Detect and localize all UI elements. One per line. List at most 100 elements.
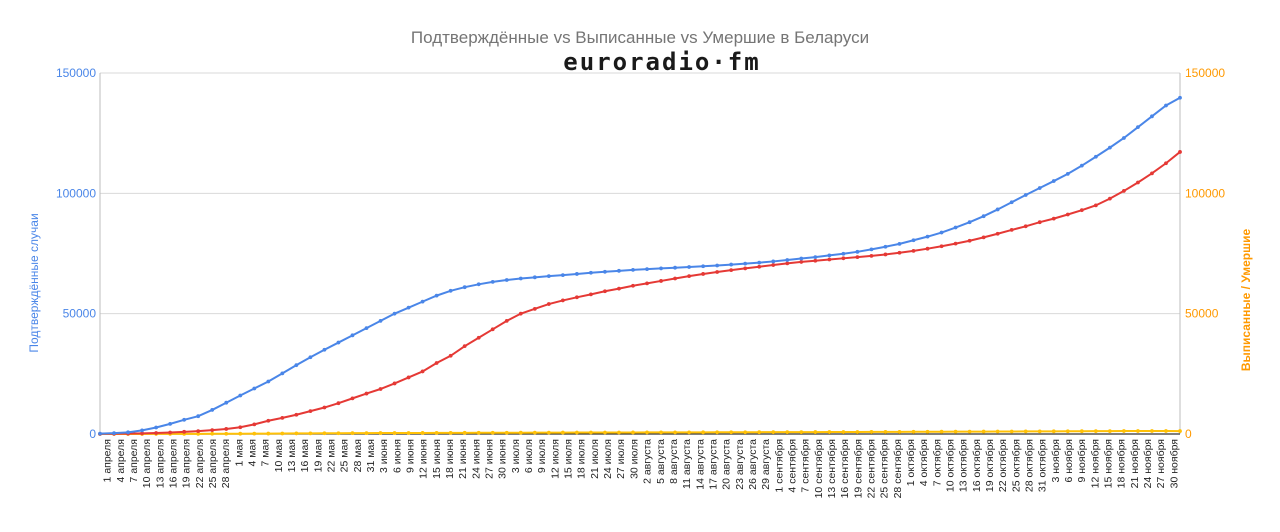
x-tick-label: 27 июня xyxy=(484,439,496,479)
data-point-deaths xyxy=(771,430,776,435)
data-point-deaths xyxy=(841,430,846,434)
data-point-recovered xyxy=(1107,196,1112,201)
data-point-confirmed xyxy=(1065,171,1070,176)
data-point-deaths xyxy=(420,431,425,435)
y-axis-right-ticks: 0 50000 100000 150000 xyxy=(1185,66,1225,441)
data-point-deaths xyxy=(603,430,607,435)
x-tick-label: 20 августа xyxy=(721,439,733,490)
data-point-deaths xyxy=(196,431,201,436)
data-point-deaths xyxy=(504,430,509,435)
data-point-deaths xyxy=(869,430,874,434)
data-point-recovered xyxy=(1122,189,1126,193)
data-point-confirmed xyxy=(939,230,944,235)
x-tick-label: 22 сентября xyxy=(866,439,878,498)
data-point-confirmed xyxy=(392,311,397,316)
data-point-recovered xyxy=(1051,216,1056,221)
data-point-recovered xyxy=(771,263,776,267)
data-point-confirmed xyxy=(967,220,972,225)
data-point-recovered xyxy=(392,381,397,386)
data-point-recovered xyxy=(981,235,986,240)
x-tick-label: 27 июля xyxy=(615,439,627,479)
data-point-recovered xyxy=(617,286,621,291)
data-point-confirmed xyxy=(182,417,187,422)
data-point-confirmed xyxy=(1093,154,1098,159)
data-point-deaths xyxy=(1051,429,1056,434)
x-tick-label: 13 апреля xyxy=(154,439,166,488)
y-left-tick-label: 150000 xyxy=(56,66,96,80)
x-tick-label: 1 сентября xyxy=(773,439,785,493)
data-point-recovered xyxy=(1037,220,1042,225)
data-point-recovered xyxy=(659,279,663,283)
data-point-confirmed xyxy=(280,371,285,376)
data-point-deaths xyxy=(813,430,818,434)
data-point-recovered xyxy=(196,429,201,434)
data-point-recovered xyxy=(729,268,734,273)
data-point-recovered xyxy=(210,428,215,433)
x-tick-label: 15 июля xyxy=(563,439,575,479)
data-point-confirmed xyxy=(1009,200,1014,205)
data-point-confirmed xyxy=(743,261,748,266)
data-point-recovered xyxy=(743,266,748,271)
data-point-deaths xyxy=(715,430,720,435)
data-point-recovered xyxy=(1023,224,1028,229)
x-tick-label: 3 июня xyxy=(378,439,390,473)
data-point-confirmed xyxy=(406,305,411,310)
series-line-deaths xyxy=(99,429,1181,435)
x-tick-label: 19 апреля xyxy=(181,439,193,488)
data-point-confirmed xyxy=(855,249,860,254)
x-tick-label: 28 мая xyxy=(352,439,364,472)
data-point-confirmed xyxy=(1150,114,1154,119)
data-point-deaths xyxy=(322,431,327,436)
data-point-recovered xyxy=(238,425,243,430)
x-tick-label: 14 августа xyxy=(694,439,706,490)
data-point-deaths xyxy=(785,430,790,435)
y-axis-right-label: Выписанные / Умершие xyxy=(1239,229,1253,372)
data-point-confirmed xyxy=(729,262,734,267)
data-point-deaths xyxy=(701,430,706,435)
data-point-recovered xyxy=(953,241,958,246)
data-point-recovered xyxy=(855,255,860,260)
x-tick-label: 3 июля xyxy=(510,439,522,473)
data-point-confirmed xyxy=(168,421,173,426)
data-point-confirmed xyxy=(532,275,537,280)
x-tick-label: 4 сентября xyxy=(787,439,799,493)
data-point-deaths xyxy=(490,430,495,435)
data-point-confirmed xyxy=(364,326,369,331)
x-tick-label: 4 октября xyxy=(918,439,930,486)
x-tick-label: 15 июня xyxy=(431,439,443,479)
data-point-confirmed xyxy=(378,318,383,323)
data-point-confirmed xyxy=(350,333,355,338)
data-point-deaths xyxy=(1093,429,1098,434)
x-tick-label: 25 сентября xyxy=(879,439,891,498)
data-point-confirmed xyxy=(701,264,706,269)
data-point-recovered xyxy=(490,327,495,332)
x-tick-label: 22 октября xyxy=(997,439,1009,492)
series-confirmed xyxy=(98,95,1182,436)
x-tick-label: 19 октября xyxy=(984,439,996,492)
data-point-deaths xyxy=(210,431,215,436)
data-point-deaths xyxy=(673,430,677,435)
x-tick-label: 21 июня xyxy=(457,439,469,479)
x-tick-label: 16 апреля xyxy=(167,439,179,488)
data-point-recovered xyxy=(1079,208,1084,213)
data-point-deaths xyxy=(953,429,958,434)
data-point-recovered xyxy=(673,276,677,281)
data-point-confirmed xyxy=(869,247,874,252)
data-point-deaths xyxy=(434,431,439,435)
x-tick-label: 31 октября xyxy=(1037,439,1049,492)
x-tick-label: 7 сентября xyxy=(800,439,812,493)
series-line-confirmed xyxy=(99,96,1181,435)
x-tick-label: 28 апреля xyxy=(220,439,232,488)
series-layer xyxy=(98,95,1182,436)
data-point-confirmed xyxy=(322,347,327,352)
x-tick-label: 30 июля xyxy=(628,439,640,479)
y-right-tick-label: 50000 xyxy=(1185,307,1219,321)
data-point-recovered xyxy=(1009,228,1014,232)
x-tick-label: 15 ноября xyxy=(1103,439,1115,488)
data-point-recovered xyxy=(266,418,271,423)
data-point-recovered xyxy=(448,353,453,358)
data-point-confirmed xyxy=(953,225,958,230)
data-point-recovered xyxy=(168,430,173,435)
data-point-confirmed xyxy=(476,282,481,287)
data-point-confirmed xyxy=(560,273,565,278)
